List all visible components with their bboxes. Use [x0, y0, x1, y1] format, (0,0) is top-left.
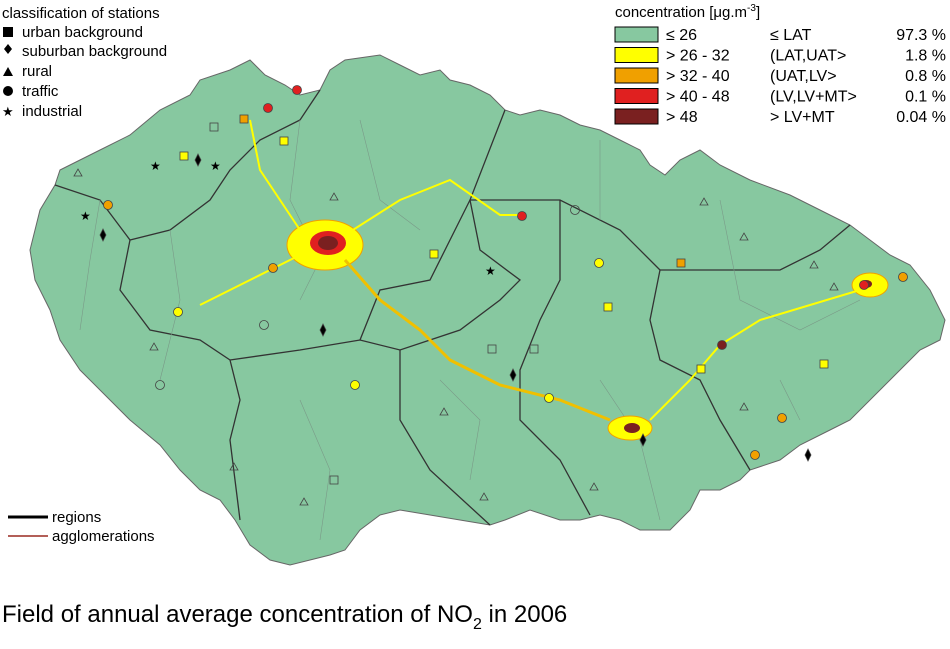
legend-share: 1.8 % [905, 48, 946, 65]
legend-symbol [3, 27, 13, 37]
legend-class: > LV+MT [770, 109, 835, 126]
stations: ★ ★ ★ ★ [73, 85, 908, 506]
legend-range: > 48 [666, 109, 698, 126]
legend-share: 97.3 % [896, 27, 946, 44]
legend-swatch [614, 47, 659, 63]
legend-symbol [3, 86, 13, 96]
svg-text:★: ★ [485, 264, 496, 278]
concentration-legend: concentration [μg.m-3] ≤ 26 ≤ LAT 97.3 % > … [614, 3, 946, 126]
legend-item: traffic [22, 83, 59, 100]
legend-item: regions [52, 509, 101, 526]
legend-title: concentration [μg.m-3] [615, 3, 760, 21]
caption-text: Field of annual average concentration of… [2, 601, 473, 628]
svg-text:★: ★ [210, 159, 221, 173]
line-legend: regions agglomerations [8, 509, 155, 545]
svg-text:★: ★ [150, 159, 161, 173]
legend-symbol [3, 67, 13, 76]
region-lines [54, 89, 851, 526]
svg-text:★: ★ [80, 209, 91, 223]
concentration-field [199, 119, 889, 441]
legend-symbol [4, 44, 12, 54]
legend-item: suburban background [22, 43, 167, 60]
legend-title-text: concentration [μg.m [615, 4, 747, 21]
legend-item: rural [22, 63, 52, 80]
legend-swatch [614, 67, 659, 84]
caption: Field of annual average concentration of… [2, 601, 567, 633]
caption-sub: 2 [473, 616, 482, 633]
legend-class: ≤ LAT [770, 27, 812, 44]
legend-swatch [614, 88, 659, 104]
legend-share: 0.8 % [905, 68, 946, 85]
legend-title-end: ] [756, 4, 760, 21]
legend-range: > 40 - 48 [666, 89, 730, 106]
caption-end: in 2006 [482, 601, 567, 628]
legend-class: (LV,LV+MT> [770, 89, 857, 106]
legend-swatch [614, 26, 659, 43]
station-legend: classification of stations urban backgro… [2, 5, 167, 120]
legend-swatch [614, 108, 659, 125]
legend-item: urban background [22, 24, 143, 41]
legend-class: (LAT,UAT> [770, 48, 846, 65]
legend-item: industrial [22, 103, 82, 120]
legend-title-sup: -3 [747, 3, 756, 14]
legend-share: 0.04 % [896, 109, 946, 126]
legend-class: (UAT,LV> [770, 68, 837, 85]
legend-range: ≤ 26 [666, 27, 697, 44]
legend-item: agglomerations [52, 528, 155, 545]
legend-symbol: ★ [2, 104, 14, 119]
legend-share: 0.1 % [905, 89, 946, 106]
legend-range: > 32 - 40 [666, 68, 730, 85]
legend-range: > 26 - 32 [666, 48, 730, 65]
legend-title: classification of stations [2, 5, 160, 22]
